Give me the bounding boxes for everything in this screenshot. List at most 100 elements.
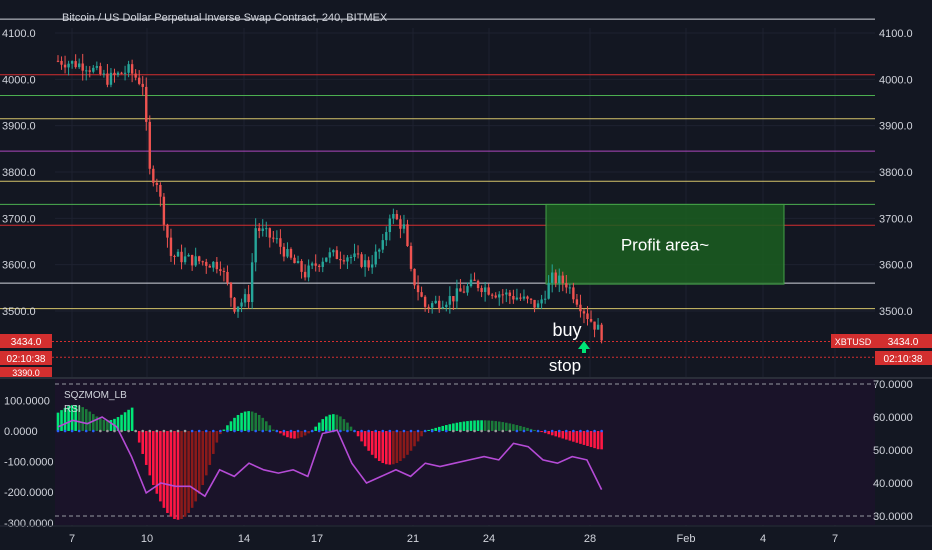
candle-body <box>166 224 169 238</box>
candle-body <box>434 300 437 304</box>
candle-body <box>558 275 561 284</box>
momentum-bar <box>490 420 494 431</box>
candle-body <box>261 228 264 231</box>
candle-body <box>303 271 307 278</box>
squeeze-dot <box>437 429 441 433</box>
candle-body <box>402 224 406 229</box>
momentum-axis-left[interactable]: 100.0000 0.0000 -100.0000 -200.0000 -300.000… <box>4 395 54 529</box>
squeeze-dot <box>84 429 88 433</box>
time-tick-label: 28 <box>584 533 596 545</box>
time-tick-label: 7 <box>69 533 75 545</box>
momentum-bar <box>452 423 455 431</box>
momentum-bar <box>317 422 321 431</box>
stop-label: stop <box>549 356 581 375</box>
candle-body <box>565 283 568 288</box>
candle-body <box>321 261 324 267</box>
momentum-bar <box>561 431 565 439</box>
candle-body <box>540 299 543 304</box>
candle-body <box>286 249 289 257</box>
time-axis[interactable]: 7 10 14 17 21 24 28 Feb 4 7 <box>69 533 838 545</box>
momentum-tick-label: -300.0000 <box>4 518 54 530</box>
squeeze-dot <box>113 429 116 433</box>
last-price-text-left: 3434.0 <box>11 337 42 348</box>
candle-body <box>201 261 204 263</box>
candle-body <box>385 232 388 241</box>
candle-body <box>328 252 332 258</box>
momentum-bar <box>572 431 575 442</box>
squeeze-dot <box>240 429 243 433</box>
momentum-bar <box>441 425 445 431</box>
squeeze-dot <box>501 429 505 433</box>
candle-body <box>370 264 374 268</box>
candle-body <box>360 254 363 267</box>
candle-body <box>236 306 240 312</box>
squeeze-dots <box>56 429 603 433</box>
squeeze-dot <box>374 429 378 433</box>
candle-body <box>342 260 346 262</box>
momentum-bar <box>84 409 88 431</box>
momentum-bar <box>540 431 543 433</box>
momentum-bar <box>565 431 568 440</box>
squeeze-dot <box>148 429 152 433</box>
squeeze-dot <box>508 429 512 433</box>
candle-body <box>487 287 490 295</box>
rsi-axis-right[interactable]: 70.0000 60.0000 50.0000 40.0000 30.0000 <box>873 379 913 523</box>
momentum-bar <box>264 421 268 431</box>
momentum-bar <box>144 431 148 465</box>
momentum-bar <box>81 407 85 431</box>
momentum-bar <box>190 431 194 508</box>
momentum-bar <box>515 425 519 431</box>
momentum-bar <box>70 405 74 431</box>
price-tick-label-right: 4100.0 <box>879 28 913 40</box>
momentum-bar <box>74 405 77 431</box>
candle-body <box>258 228 261 231</box>
time-tick-label: 21 <box>407 533 419 545</box>
candle-body <box>148 121 151 169</box>
squeeze-dot <box>296 429 300 433</box>
candle-body <box>575 299 579 305</box>
squeeze-dot <box>197 429 201 433</box>
price-tick-label-right: 3600.0 <box>879 260 913 272</box>
profit-zone[interactable] <box>545 203 785 285</box>
momentum-bar <box>123 412 127 431</box>
momentum-bar <box>282 431 286 436</box>
buy-annotation: buy <box>552 320 590 353</box>
momentum-bar <box>162 431 166 508</box>
momentum-bar <box>63 407 67 431</box>
momentum-bar <box>413 431 416 447</box>
squeeze-dot <box>473 429 476 433</box>
price-axis-right[interactable]: 3500.0 3600.0 3700.0 3800.0 3900.0 4000.0 4100… <box>879 28 913 318</box>
momentum-bar <box>480 420 483 431</box>
momentum-bar <box>88 411 92 431</box>
momentum-bar <box>293 431 296 439</box>
momentum-bar <box>250 411 254 431</box>
momentum-bar <box>360 431 363 442</box>
rsi-line <box>57 416 603 498</box>
candle-body <box>416 285 420 293</box>
candle-body <box>498 294 501 298</box>
price-tick-label-left: 4000.0 <box>2 74 36 86</box>
squeeze-dot <box>586 429 589 433</box>
momentum-bar <box>409 431 413 451</box>
price-tick-label-left: 4100.0 <box>2 28 36 40</box>
squeeze-dot <box>557 429 561 433</box>
countdown-tag-right <box>875 351 932 365</box>
candle-body <box>335 250 339 259</box>
candle-body <box>547 282 550 299</box>
squeeze-dot <box>572 429 575 433</box>
momentum-bar <box>406 431 409 455</box>
squeeze-dot <box>254 429 257 433</box>
squeeze-dot <box>141 429 145 433</box>
squeeze-dot <box>92 429 95 433</box>
momentum-bar <box>526 427 529 431</box>
momentum-bar <box>324 416 328 431</box>
momentum-bar <box>303 431 307 436</box>
candle-body <box>74 61 77 68</box>
candle-body <box>296 261 300 264</box>
momentum-bar <box>102 419 106 431</box>
momentum-histogram <box>56 405 603 520</box>
squeeze-dot <box>134 429 137 433</box>
price-axis-left[interactable]: 3500.0 3600.0 3700.0 3800.0 3900.0 4000.0 4100… <box>2 28 36 318</box>
